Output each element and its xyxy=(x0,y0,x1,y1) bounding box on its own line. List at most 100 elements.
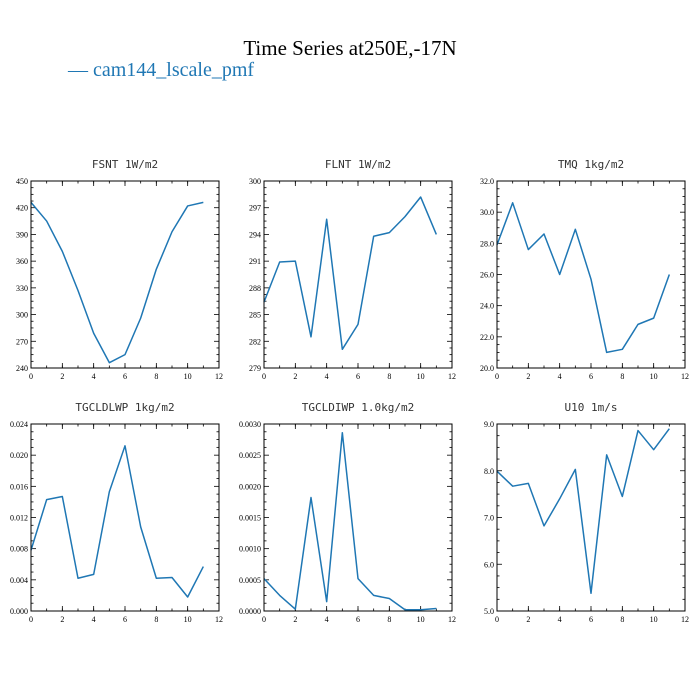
y-tick-label: 26.0 xyxy=(480,271,494,280)
y-tick-label: 30.0 xyxy=(480,208,494,217)
panel-title: TGCLDIWP 1.0kg/m2 xyxy=(302,401,415,414)
plot-frame xyxy=(263,180,453,369)
y-tick-label: 288 xyxy=(249,284,261,293)
series-line xyxy=(263,431,437,611)
x-tick-label: 8 xyxy=(154,372,158,381)
y-tick-label: 0.008 xyxy=(10,545,28,554)
x-tick-label: 0 xyxy=(495,372,499,381)
x-tick-label: 8 xyxy=(387,372,391,381)
panel-title: TGCLDLWP 1kg/m2 xyxy=(75,401,174,414)
y-tick-label: 390 xyxy=(16,230,28,239)
panels: FSNT 1W/m20 2 4 6 8 10 12240270300330360390420… xyxy=(10,158,689,624)
x-tick-label: 0 xyxy=(29,615,33,624)
plot-frame xyxy=(496,180,686,369)
panel-title: U10 1m/s xyxy=(565,401,618,414)
panel-title: TMQ 1kg/m2 xyxy=(558,158,624,171)
x-tick-label: 6 xyxy=(123,372,127,381)
panel-2: FLNT 1W/m2 0 2 4 6 8 10 12 279 282 285 288 291 294 297… xyxy=(249,158,456,381)
y-tick-label: 450 xyxy=(16,177,28,186)
y-tick-label: 22.0 xyxy=(480,333,494,342)
y-tick-label: 282 xyxy=(249,337,261,346)
panel-4: TGCLDLWP 1kg/m2 0 2 4 6 8 10 12 0.000 0.004 0.008 0… xyxy=(10,401,223,624)
x-tick-label: 4 xyxy=(92,372,96,381)
y-tick-label: 0.012 xyxy=(10,514,28,523)
y-tick-label: 300 xyxy=(16,311,28,320)
legend-label: cam144_lscale_pmf xyxy=(93,59,254,81)
x-tick-label: 0 xyxy=(262,372,266,381)
y-tick-label: 0.004 xyxy=(10,576,28,585)
x-tick-label: 6 xyxy=(589,615,593,624)
figure-title: Time Series at250E,-17N xyxy=(243,36,456,60)
x-tick-label: 6 xyxy=(123,615,127,624)
y-tick-label: 0.024 xyxy=(10,420,28,429)
plot-frame xyxy=(30,180,220,369)
x-tick-label: 10 xyxy=(650,372,658,381)
y-tick-label: 0.0005 xyxy=(239,576,261,585)
panel-1: FSNT 1W/m2 0 2 4 6 8 10 12 240 270 300 330 360 390 420… xyxy=(16,158,223,381)
series-line xyxy=(30,201,204,364)
series-line xyxy=(496,428,670,594)
y-tick-label: 360 xyxy=(16,257,28,266)
plot-frame xyxy=(496,423,686,612)
y-tick-label: 420 xyxy=(16,204,28,213)
y-tick-label: 0.0000 xyxy=(239,607,261,616)
y-tick-label: 0.0015 xyxy=(239,514,261,523)
y-tick-label: 240 xyxy=(16,364,28,373)
x-tick-label: 6 xyxy=(356,615,360,624)
y-tick-label: 20.0 xyxy=(480,364,494,373)
y-tick-label: 0.0020 xyxy=(239,482,261,491)
y-tick-label: 9.0 xyxy=(484,420,494,429)
plot-frame xyxy=(263,423,453,612)
x-tick-label: 10 xyxy=(417,615,425,624)
x-tick-label: 2 xyxy=(526,615,530,624)
y-tick-label: 0.0025 xyxy=(239,451,261,460)
y-tick-label: 32.0 xyxy=(480,177,494,186)
y-tick-label: 0.020 xyxy=(10,451,28,460)
x-tick-label: 2 xyxy=(526,372,530,381)
x-tick-label: 0 xyxy=(262,615,266,624)
x-tick-label: 6 xyxy=(589,372,593,381)
x-tick-label: 4 xyxy=(325,615,329,624)
panel-title: FLNT 1W/m2 xyxy=(325,158,391,171)
y-tick-label: 24.0 xyxy=(480,302,494,311)
x-tick-label: 12 xyxy=(215,372,223,381)
x-tick-label: 12 xyxy=(681,372,689,381)
x-tick-label: 8 xyxy=(387,615,391,624)
panel-title: FSNT 1W/m2 xyxy=(92,158,158,171)
y-tick-label: 270 xyxy=(16,337,28,346)
y-tick-label: 7.0 xyxy=(484,514,494,523)
x-tick-label: 12 xyxy=(448,615,456,624)
series-line xyxy=(30,445,204,598)
x-tick-label: 0 xyxy=(29,372,33,381)
x-tick-label: 0 xyxy=(495,615,499,624)
y-tick-label: 0.0030 xyxy=(239,420,261,429)
plot-frame xyxy=(30,423,220,612)
y-tick-label: 297 xyxy=(249,204,261,213)
panel-6: U10 1m/s 0 2 4 6 8 10 12 5.0 6.0 7.0 8.0 9.0 xyxy=(484,401,689,624)
y-tick-label: 6.0 xyxy=(484,560,494,569)
x-tick-label: 4 xyxy=(325,372,329,381)
x-tick-label: 2 xyxy=(293,615,297,624)
x-tick-label: 8 xyxy=(620,372,624,381)
x-tick-label: 12 xyxy=(681,615,689,624)
y-tick-label: 0.0010 xyxy=(239,545,261,554)
x-tick-label: 2 xyxy=(60,372,64,381)
x-tick-label: 2 xyxy=(293,372,297,381)
series-line xyxy=(496,202,671,354)
y-tick-label: 0.016 xyxy=(10,482,28,491)
x-tick-label: 8 xyxy=(620,615,624,624)
x-tick-label: 2 xyxy=(60,615,64,624)
x-tick-label: 4 xyxy=(558,372,562,381)
x-tick-label: 10 xyxy=(650,615,658,624)
x-tick-label: 10 xyxy=(184,372,192,381)
x-tick-label: 4 xyxy=(92,615,96,624)
y-tick-label: 28.0 xyxy=(480,239,494,248)
panel-5: TGCLDIWP 1.0kg/m2 0 2 4 6 8 10 12 0.0000 0.0005 0.… xyxy=(239,401,456,624)
y-tick-label: 279 xyxy=(249,364,261,373)
y-tick-label: 294 xyxy=(249,230,261,239)
x-tick-label: 10 xyxy=(417,372,425,381)
y-tick-label: 5.0 xyxy=(484,607,494,616)
y-tick-label: 8.0 xyxy=(484,467,494,476)
x-tick-label: 6 xyxy=(356,372,360,381)
y-tick-label: 285 xyxy=(249,311,261,320)
